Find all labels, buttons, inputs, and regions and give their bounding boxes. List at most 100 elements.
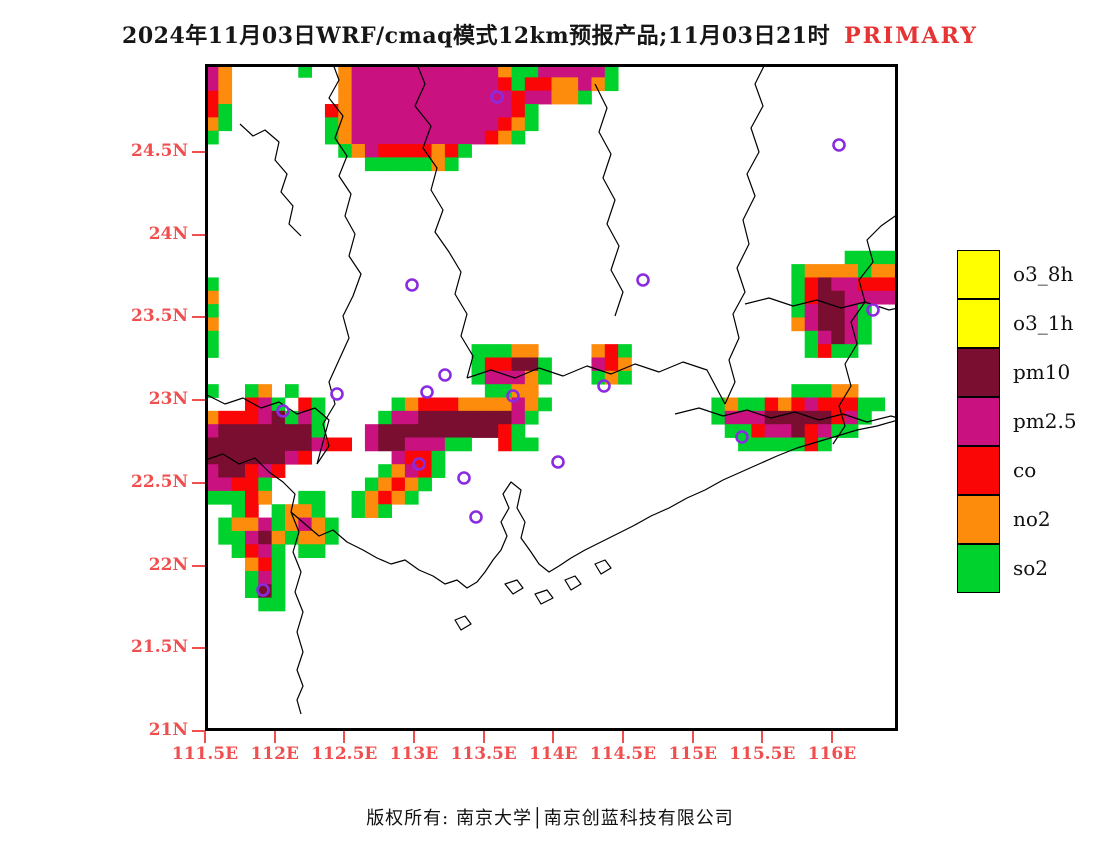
pollutant-cell [511, 117, 526, 132]
pollutant-cell [844, 250, 859, 265]
pollutant-cell [444, 90, 459, 105]
pollutant-cell [391, 130, 406, 145]
pollutant-cell [298, 437, 313, 452]
copyright-footer: 版权所有: 南京大学│南京创蓝科技有限公司 [366, 808, 734, 829]
pollutant-cell [498, 64, 512, 78]
pollutant-cell [244, 437, 259, 452]
station-marker [420, 385, 434, 399]
pollutant-cell [205, 104, 219, 118]
pollutant-cell [818, 344, 832, 358]
boundary-line [205, 419, 898, 589]
pollutant-cell [791, 264, 806, 278]
pollutant-cell [738, 397, 752, 412]
pollutant-cell [404, 64, 419, 78]
station-marker [438, 368, 452, 382]
pollutant-cell [404, 77, 419, 92]
pollutant-cell [818, 264, 832, 278]
pollutant-cell [524, 344, 539, 358]
pollutant-cell [524, 437, 539, 452]
station-marker [276, 404, 290, 418]
pollutant-cell [311, 504, 326, 518]
pollutant-cell [804, 397, 819, 412]
pollutant-cell [404, 464, 419, 478]
pollutant-cell [431, 90, 446, 105]
pollutant-cell [364, 490, 379, 505]
pollutant-cell [391, 144, 406, 158]
pollutant-cell [271, 557, 286, 572]
pollutant-cell [764, 424, 779, 438]
pollutant-cell [444, 117, 459, 132]
pollutant-cell [444, 157, 459, 172]
legend-item: co [957, 446, 1100, 495]
pollutant-cell [244, 530, 259, 545]
y-axis-tick [192, 399, 205, 402]
pollutant-cell [244, 464, 259, 478]
pollutant-cell [524, 370, 539, 385]
pollutant-cell [524, 397, 539, 412]
pollutant-cell [364, 157, 379, 172]
pollutant-cell [471, 424, 486, 438]
y-axis-label: 24N [148, 223, 188, 244]
pollutant-cell [511, 357, 526, 372]
pollutant-cell [498, 357, 512, 372]
pollutant-cell [205, 277, 219, 292]
pollutant-cell [498, 130, 512, 145]
pollutant-cell [804, 424, 819, 438]
y-axis-label: 23N [148, 389, 188, 410]
pollutant-cell [391, 410, 406, 425]
pollutant-cell [844, 330, 859, 345]
x-axis-tick [204, 731, 206, 743]
pollutant-cell [404, 490, 419, 505]
pollutant-cell [458, 397, 472, 412]
pollutant-cell [324, 130, 339, 145]
pollutant-cell [444, 130, 459, 145]
pollutant-cell [311, 397, 326, 412]
legend-swatch-co [957, 446, 1000, 495]
pollutant-cell [218, 410, 233, 425]
pollutant-cell [711, 410, 726, 425]
pollutant-cell [791, 424, 806, 438]
pollutant-cell [298, 397, 313, 412]
pollutant-cell [484, 117, 499, 132]
y-axis-tick [192, 481, 205, 484]
pollutant-cell [391, 477, 406, 492]
pollutant-cell [205, 410, 219, 425]
pollutant-cell [231, 410, 246, 425]
pollutant-cell [844, 410, 859, 425]
pollutant-cell [498, 344, 512, 358]
pollutant-cell [471, 77, 486, 92]
legend-swatch-no2 [957, 495, 1000, 544]
pollutant-cell [831, 264, 846, 278]
pollutant-cell [205, 437, 219, 452]
pollutant-cell [378, 410, 392, 425]
pollutant-cell [205, 304, 219, 318]
pollutant-cell [271, 544, 286, 558]
pollutant-cell [404, 397, 419, 412]
pollutant-cell [791, 397, 806, 412]
station-marker [412, 457, 426, 471]
pollutant-cell [858, 397, 872, 412]
pollutant-cell [311, 424, 326, 438]
pollutant-cell [471, 357, 486, 372]
pollutant-cell [724, 397, 739, 412]
pollutant-cell [404, 117, 419, 132]
x-axis-tick [413, 731, 415, 743]
pollutant-cell [791, 277, 806, 292]
pollutant-cell [311, 517, 326, 532]
pollutant-cell [205, 77, 219, 92]
pollutant-cell [298, 410, 313, 425]
boundary-line [724, 64, 766, 405]
pollutant-cell [484, 77, 499, 92]
legend-label: co [1013, 458, 1037, 482]
pollutant-cell [831, 384, 846, 398]
x-axis-tick [691, 731, 694, 743]
pollutant-cell [404, 477, 419, 492]
pollutant-cell [284, 517, 299, 532]
pollutant-cell [884, 264, 898, 278]
station-marker [256, 583, 270, 597]
legend-item: o3_8h [957, 250, 1100, 299]
pollutant-cell [591, 77, 606, 92]
pollutant-cell [444, 410, 459, 425]
pollutant-cell [351, 64, 366, 78]
pollutant-cell [511, 424, 526, 438]
